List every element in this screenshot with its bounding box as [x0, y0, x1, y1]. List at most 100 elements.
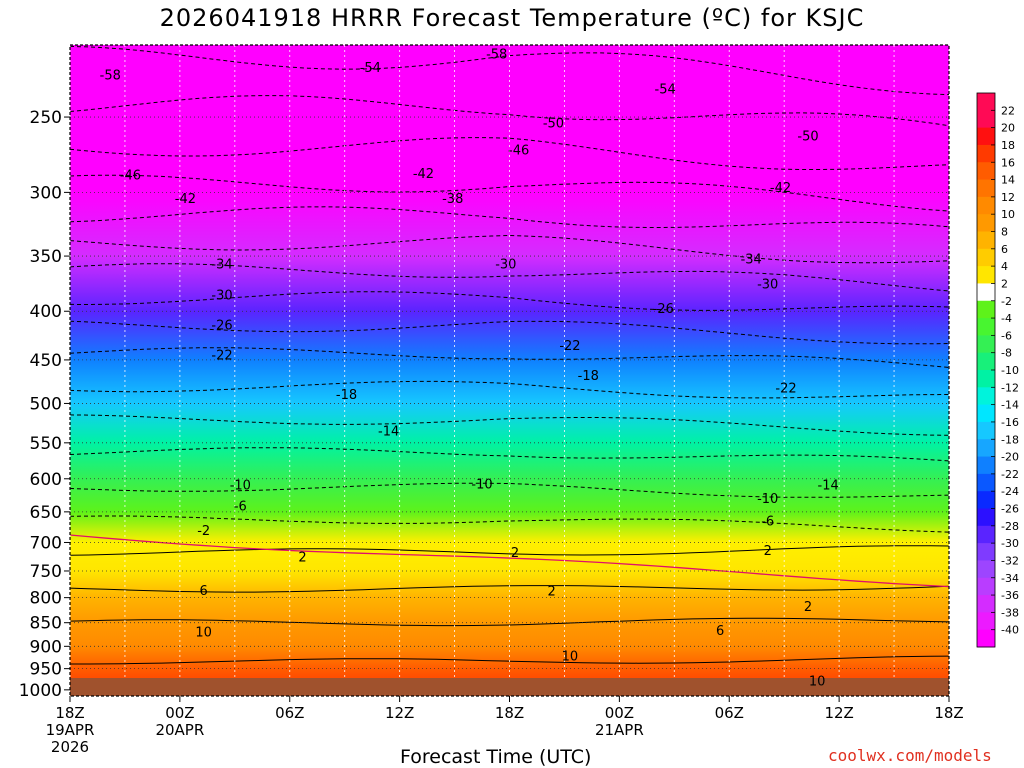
y-tick-label: 500 — [30, 394, 62, 414]
contour-label: -10 — [757, 492, 778, 507]
y-tick-label: 650 — [30, 503, 62, 523]
y-tick-label: 900 — [30, 637, 62, 657]
colorbar-swatch — [977, 525, 995, 544]
y-tick-label: 300 — [30, 183, 62, 203]
colorbar-tick-label: 4 — [1001, 260, 1008, 273]
colorbar-tick-label: 6 — [1001, 243, 1008, 256]
grid-lines — [70, 45, 949, 696]
x-tick-label: 18Z — [934, 704, 963, 722]
colorbar-swatch — [977, 352, 995, 371]
colorbar-tick-label: 22 — [1001, 104, 1015, 117]
colorbar-swatch — [977, 300, 995, 319]
colorbar-tick-label: 20 — [1001, 122, 1015, 135]
colorbar-tick-label: 14 — [1001, 174, 1015, 187]
x-tick-label: 12Z — [385, 704, 414, 722]
colorbar-swatch — [977, 231, 995, 250]
contour-label: -2 — [197, 524, 210, 539]
x-tick-label: 00Z — [165, 704, 194, 722]
x-tick-label: 06Z — [715, 704, 744, 722]
x-tick-label: 2026 — [51, 738, 89, 756]
colorbar-tick-label: -30 — [1001, 537, 1019, 550]
contour-label: -50 — [797, 129, 818, 144]
colorbar-swatch — [977, 629, 995, 648]
x-tick-label: 12Z — [824, 704, 853, 722]
contour-label: -26 — [211, 318, 232, 333]
x-tick-label: 00Z — [605, 704, 634, 722]
contour-label: 10 — [809, 675, 826, 690]
source-credit: coolwx.com/models — [828, 746, 992, 765]
contour-label: -26 — [653, 302, 674, 317]
colorbar-tick-label: 10 — [1001, 208, 1015, 221]
x-tick-label: 18Z — [55, 704, 84, 722]
colorbar-swatch — [977, 93, 995, 111]
contour-label: -6 — [761, 514, 774, 529]
contour-label: 6 — [200, 584, 208, 599]
colorbar-tick-label: -2 — [1001, 295, 1012, 308]
y-tick-label: 1000 — [19, 681, 62, 701]
colorbar-swatch — [977, 318, 995, 336]
y-tick-label: 350 — [30, 247, 62, 267]
colorbar-swatch — [977, 560, 995, 579]
colorbar-tick-label: -14 — [1001, 399, 1019, 412]
contour-label: -30 — [211, 288, 232, 303]
colorbar-tick-label: -4 — [1001, 312, 1012, 325]
colorbar-swatch — [977, 595, 995, 613]
isotherm-line — [70, 95, 949, 127]
colorbar-tick-label: -6 — [1001, 329, 1012, 342]
colorbar-tick-label: -22 — [1001, 468, 1019, 481]
contour-label: -6 — [234, 500, 247, 515]
contour-label: 2 — [298, 551, 306, 566]
x-tick-label: 06Z — [275, 704, 304, 722]
colorbar-tick-label: -24 — [1001, 485, 1019, 498]
contour-label: -42 — [770, 181, 791, 196]
contour-label: -38 — [442, 192, 463, 207]
x-tick-label: 19APR — [46, 721, 95, 739]
colorbar-tick-label: 8 — [1001, 226, 1008, 239]
colorbar-swatch — [977, 144, 995, 163]
contour-label: -14 — [818, 479, 839, 494]
contour-label: -34 — [741, 253, 762, 268]
colorbar-tick-label: 18 — [1001, 139, 1015, 152]
colorbar-tick-label: -18 — [1001, 433, 1019, 446]
y-tick-label: 450 — [30, 351, 62, 371]
contour-label: 2 — [804, 600, 812, 615]
colorbar-tick-label: -38 — [1001, 606, 1019, 619]
colorbar-tick-label: 12 — [1001, 191, 1015, 204]
colorbar-swatch — [977, 404, 995, 423]
colorbar-swatch — [977, 370, 995, 388]
y-tick-label: 600 — [30, 470, 62, 490]
contour-label: -42 — [175, 192, 196, 207]
colorbar-swatch — [977, 248, 995, 267]
contour-label: -22 — [775, 381, 796, 396]
y-tick-label: 700 — [30, 533, 62, 553]
colorbar-swatch — [977, 439, 995, 458]
colorbar-tick-label: -40 — [1001, 624, 1019, 637]
colorbar-swatch — [977, 283, 995, 302]
ground-layer — [70, 678, 949, 696]
x-tick-label: 21APR — [595, 721, 644, 739]
colorbar-tick-label: -12 — [1001, 381, 1019, 394]
y-tick-label: 550 — [30, 434, 62, 454]
x-tick-label: 20APR — [155, 721, 204, 739]
y-tick-label: 250 — [30, 108, 62, 128]
colorbar-swatch — [977, 577, 995, 596]
contour-label: 2 — [547, 584, 555, 599]
colorbar-tick-label: -8 — [1001, 347, 1012, 360]
contour-label: -46 — [120, 169, 141, 184]
colorbar-swatch — [977, 491, 995, 509]
colorbar-tick-label: -28 — [1001, 520, 1019, 533]
colorbar-tick-label: -36 — [1001, 589, 1019, 602]
colorbar-swatch — [977, 179, 995, 198]
contour-label: -18 — [578, 369, 599, 384]
contour-label: -34 — [211, 257, 232, 272]
contour-label: -58 — [100, 68, 121, 83]
colorbar-swatch — [977, 456, 995, 475]
contour-label: -50 — [543, 117, 564, 132]
y-tick-label: 400 — [30, 302, 62, 322]
isotherm-line — [70, 545, 949, 556]
colorbar-swatch — [977, 214, 995, 232]
contour-label: -14 — [378, 424, 399, 439]
contour-label: -30 — [495, 257, 516, 272]
contour-label: 6 — [716, 624, 724, 639]
